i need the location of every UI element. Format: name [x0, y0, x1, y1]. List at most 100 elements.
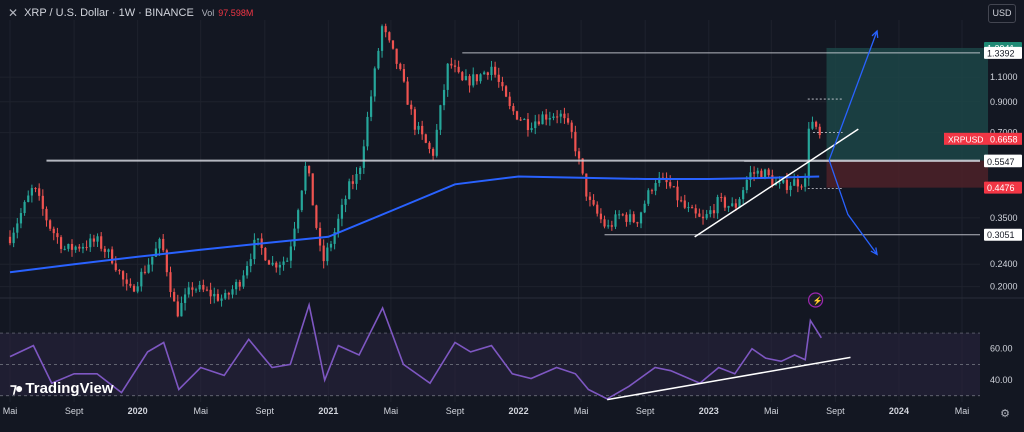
- candles-group: [8, 23, 821, 318]
- candle-body: [504, 86, 508, 97]
- candle-body: [763, 169, 767, 178]
- candle-body: [52, 228, 55, 234]
- candle-body: [494, 66, 497, 75]
- candle-body: [333, 232, 336, 244]
- candle-body: [811, 121, 814, 129]
- candle-body: [34, 188, 37, 190]
- level-price-tag: 0.5547: [987, 157, 1015, 167]
- projection-arrow-head: [870, 247, 878, 256]
- candle-body: [512, 106, 515, 112]
- candle-body: [406, 81, 409, 105]
- candle-body: [410, 104, 413, 110]
- chart-header: ✕ XRP / U.S. Dollar · 1W · BINANCE Vol 97…: [8, 6, 253, 20]
- rsi-band: [0, 333, 980, 396]
- candle-body: [545, 114, 548, 120]
- candle-body: [85, 246, 88, 248]
- tradingview-logo[interactable]: ⁊● TradingView: [10, 380, 114, 397]
- candle-body: [669, 182, 672, 187]
- candle-body: [242, 275, 245, 287]
- candle-body: [814, 121, 818, 127]
- candle-body: [599, 213, 602, 220]
- candle-body: [224, 292, 227, 299]
- candle-body: [705, 214, 708, 219]
- candle-body: [129, 283, 132, 286]
- candle-body: [683, 200, 686, 208]
- alert-icon-glyph: ⚡: [813, 296, 823, 306]
- tradingview-logo-icon: ⁊●: [10, 380, 23, 396]
- tradingview-logo-text: TradingView: [25, 380, 114, 397]
- candle-body: [523, 119, 526, 121]
- candle-body: [723, 197, 727, 208]
- candle-body: [297, 210, 300, 229]
- candle-body: [647, 190, 650, 204]
- candle-body: [245, 266, 249, 276]
- candle-body: [370, 96, 373, 117]
- candle-body: [151, 256, 154, 265]
- candle-body: [395, 48, 398, 64]
- candle-body: [300, 190, 303, 211]
- candle-body: [483, 72, 486, 75]
- candle-body: [282, 261, 285, 265]
- candle-body: [89, 238, 92, 248]
- time-tick-label: Sept: [826, 406, 845, 416]
- alert-icon: [807, 292, 824, 308]
- candle-body: [136, 286, 139, 292]
- candle-body: [767, 169, 770, 176]
- candle-body: [231, 289, 234, 295]
- current-price-tag-bg: [944, 132, 1022, 145]
- price-tick-label: 0.7000: [990, 128, 1018, 138]
- candle-body: [377, 50, 380, 69]
- candle-body: [329, 243, 333, 248]
- price-tick-label: 1.1000: [990, 72, 1018, 82]
- candle-body: [559, 113, 562, 117]
- candle-body: [701, 216, 705, 219]
- price-tick-label: 0.2400: [990, 259, 1018, 269]
- candle-body: [30, 188, 33, 196]
- candle-body: [205, 289, 209, 291]
- candle-body: [366, 116, 369, 147]
- candle-body: [362, 146, 365, 168]
- candle-body: [267, 260, 271, 265]
- candle-body: [621, 214, 624, 216]
- candle-body: [570, 122, 573, 132]
- candle-body: [100, 236, 103, 249]
- candle-body: [132, 285, 136, 292]
- candle-body: [249, 259, 252, 267]
- candle-body: [81, 246, 85, 249]
- rsi-tick-label: 40.00: [990, 375, 1013, 385]
- current-price-value: 0.6658: [990, 134, 1018, 144]
- price-tick-label: 0.2000: [990, 282, 1018, 292]
- close-icon[interactable]: ✕: [8, 6, 19, 20]
- candle-body: [140, 271, 143, 287]
- rsi-line: [9, 301, 822, 400]
- candle-body: [49, 220, 52, 229]
- candle-body: [625, 214, 628, 222]
- symbol-title[interactable]: XRP / U.S. Dollar · 1W · BINANCE: [24, 7, 194, 19]
- candle-body: [417, 125, 420, 130]
- candle-body: [519, 119, 522, 121]
- candle-body: [107, 249, 110, 252]
- candle-body: [778, 182, 781, 184]
- time-tick-label: Mai: [955, 406, 970, 416]
- candle-body: [479, 74, 482, 82]
- candle-body: [650, 190, 654, 192]
- candle-body: [213, 293, 216, 297]
- candle-body: [618, 214, 621, 216]
- candle-body: [628, 214, 632, 222]
- stop-zone: [826, 160, 989, 188]
- candle-body: [12, 232, 15, 244]
- candle-body: [464, 76, 468, 81]
- volume-label: Vol: [201, 8, 215, 18]
- candle-body: [74, 246, 77, 250]
- time-tick-label: Mai: [764, 406, 779, 416]
- candle-body: [202, 284, 205, 290]
- currency-button[interactable]: USD: [988, 4, 1016, 23]
- candle-body: [672, 186, 675, 188]
- candle-body: [183, 294, 187, 303]
- candle-body: [654, 182, 657, 191]
- settings-gear-icon[interactable]: ⚙: [1000, 408, 1010, 420]
- candle-body: [275, 262, 278, 268]
- stop-price-tag: 0.4476: [987, 183, 1015, 193]
